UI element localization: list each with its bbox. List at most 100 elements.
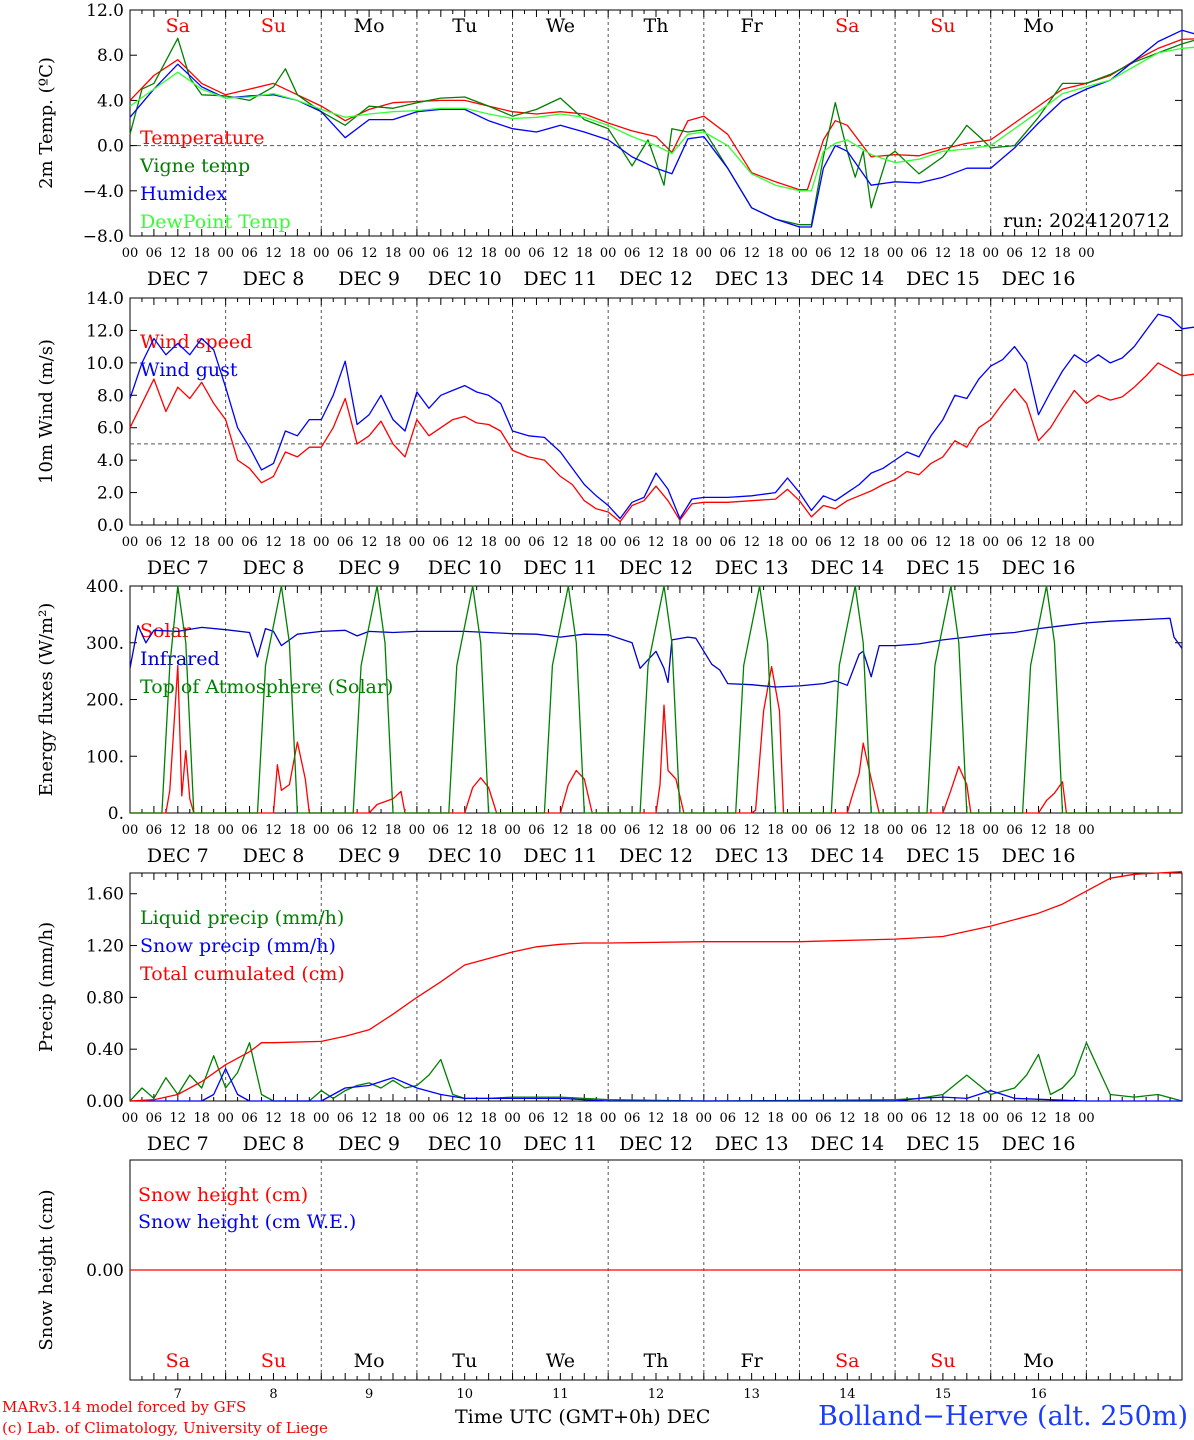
- plot-frame: [129, 297, 1183, 526]
- y-tick-label: 1.60: [86, 885, 124, 905]
- hour-tick-label: 18: [193, 535, 210, 550]
- y-axis-label: Energy fluxes (W/m²): [36, 603, 57, 797]
- hour-tick-label: 00: [217, 1111, 234, 1126]
- hour-tick-label: 06: [146, 1111, 163, 1126]
- date-label: DEC 10: [428, 1133, 502, 1155]
- date-label: DEC 16: [1002, 845, 1076, 867]
- hour-tick-label: 12: [456, 535, 473, 550]
- hour-tick-label: 06: [1006, 246, 1023, 261]
- y-axis-label: 2m Temp. (ºC): [36, 57, 57, 189]
- hour-tick-label: 00: [313, 246, 330, 261]
- date-label: DEC 12: [619, 1133, 693, 1155]
- day-name-bottom: Fr: [741, 1350, 764, 1372]
- day-name-bottom: Su: [930, 1350, 955, 1372]
- hour-tick-label: 12: [935, 246, 952, 261]
- hour-tick-label: 12: [361, 246, 378, 261]
- hour-tick-label: 00: [122, 1111, 139, 1126]
- hour-tick-label: 06: [433, 823, 450, 838]
- hour-tick-label: 00: [504, 1111, 521, 1126]
- y-tick-label: 0.00: [86, 1092, 124, 1112]
- day-number: 13: [743, 1387, 760, 1402]
- date-label: DEC 7: [147, 1133, 209, 1155]
- hour-tick-label: 18: [672, 246, 689, 261]
- legend-entry: Snow precip (mm/h): [140, 935, 336, 957]
- series-line-precip-1: [130, 1067, 1182, 1102]
- hour-tick-label: 18: [959, 1111, 976, 1126]
- hour-tick-label: 18: [193, 1111, 210, 1126]
- hour-tick-label: 00: [887, 823, 904, 838]
- hour-tick-label: 12: [552, 535, 569, 550]
- hour-tick-label: 06: [815, 535, 832, 550]
- date-label: DEC 10: [428, 557, 502, 579]
- y-tick-label: 0.0: [97, 516, 124, 536]
- hour-tick-label: 06: [337, 246, 354, 261]
- date-label: DEC 9: [338, 1133, 400, 1155]
- day-name-top: Sa: [166, 15, 190, 37]
- hour-tick-label: 18: [193, 246, 210, 261]
- hour-tick-label: 12: [552, 1111, 569, 1126]
- y-tick-label: 4.0: [97, 451, 124, 471]
- date-label: DEC 14: [810, 1133, 884, 1155]
- hour-tick-label: 12: [935, 1111, 952, 1126]
- y-tick-label: 400.: [86, 577, 124, 597]
- date-label: DEC 12: [619, 268, 693, 290]
- hour-tick-label: 18: [385, 823, 402, 838]
- y-tick-label: 1.20: [86, 937, 124, 957]
- date-label: DEC 13: [715, 1133, 789, 1155]
- hour-tick-label: 18: [767, 1111, 784, 1126]
- hour-tick-label: 18: [480, 535, 497, 550]
- hour-tick-label: 18: [480, 246, 497, 261]
- hour-tick-label: 12: [552, 246, 569, 261]
- hour-tick-label: 00: [313, 535, 330, 550]
- hour-tick-label: 18: [576, 535, 593, 550]
- date-label: DEC 11: [523, 1133, 597, 1155]
- hour-tick-label: 06: [241, 823, 258, 838]
- legend-entry: Top of Atmosphere (Solar): [140, 676, 393, 698]
- day-name-top: Fr: [741, 15, 764, 37]
- hour-tick-label: 18: [959, 246, 976, 261]
- day-name-top: Mo: [354, 15, 385, 37]
- date-label: DEC 16: [1002, 557, 1076, 579]
- series-line-temperature-2: [129, 29, 1194, 228]
- date-label: DEC 7: [147, 268, 209, 290]
- hour-tick-label: 12: [170, 823, 187, 838]
- hour-tick-label: 12: [935, 535, 952, 550]
- date-label: DEC 15: [906, 845, 980, 867]
- hour-tick-label: 06: [815, 823, 832, 838]
- hour-tick-label: 18: [959, 535, 976, 550]
- y-tick-label: 14.0: [86, 289, 124, 309]
- date-label: DEC 13: [715, 268, 789, 290]
- hour-tick-label: 12: [648, 823, 665, 838]
- date-label: DEC 13: [715, 845, 789, 867]
- hour-tick-label: 18: [767, 246, 784, 261]
- hour-tick-label: 12: [1030, 823, 1047, 838]
- day-number: 12: [648, 1387, 665, 1402]
- hour-tick-label: 00: [1078, 246, 1095, 261]
- series-line-energy-1: [129, 617, 1183, 688]
- date-label: DEC 9: [338, 557, 400, 579]
- hour-tick-label: 06: [815, 246, 832, 261]
- hour-tick-label: 06: [1006, 535, 1023, 550]
- y-tick-label: −4.0: [83, 182, 124, 202]
- hour-tick-label: 00: [696, 246, 713, 261]
- date-label: DEC 10: [428, 845, 502, 867]
- legend-entry: DewPoint Temp: [140, 211, 291, 233]
- y-tick-label: −8.0: [83, 227, 124, 247]
- day-number: 7: [174, 1387, 182, 1402]
- hour-tick-label: 00: [887, 535, 904, 550]
- date-label: DEC 8: [243, 1133, 305, 1155]
- series-line-temperature-3: [129, 46, 1194, 192]
- hour-tick-label: 18: [863, 1111, 880, 1126]
- hour-tick-label: 00: [982, 246, 999, 261]
- hour-tick-label: 06: [433, 246, 450, 261]
- hour-tick-label: 00: [217, 535, 234, 550]
- plot-frame: [129, 9, 1183, 237]
- series-line-precip-0: [129, 1042, 1183, 1102]
- hour-tick-label: 12: [839, 823, 856, 838]
- hour-tick-label: 18: [1054, 535, 1071, 550]
- hour-tick-label: 18: [289, 535, 306, 550]
- hour-tick-label: 12: [456, 246, 473, 261]
- day-number: 15: [935, 1387, 952, 1402]
- hour-tick-label: 18: [863, 246, 880, 261]
